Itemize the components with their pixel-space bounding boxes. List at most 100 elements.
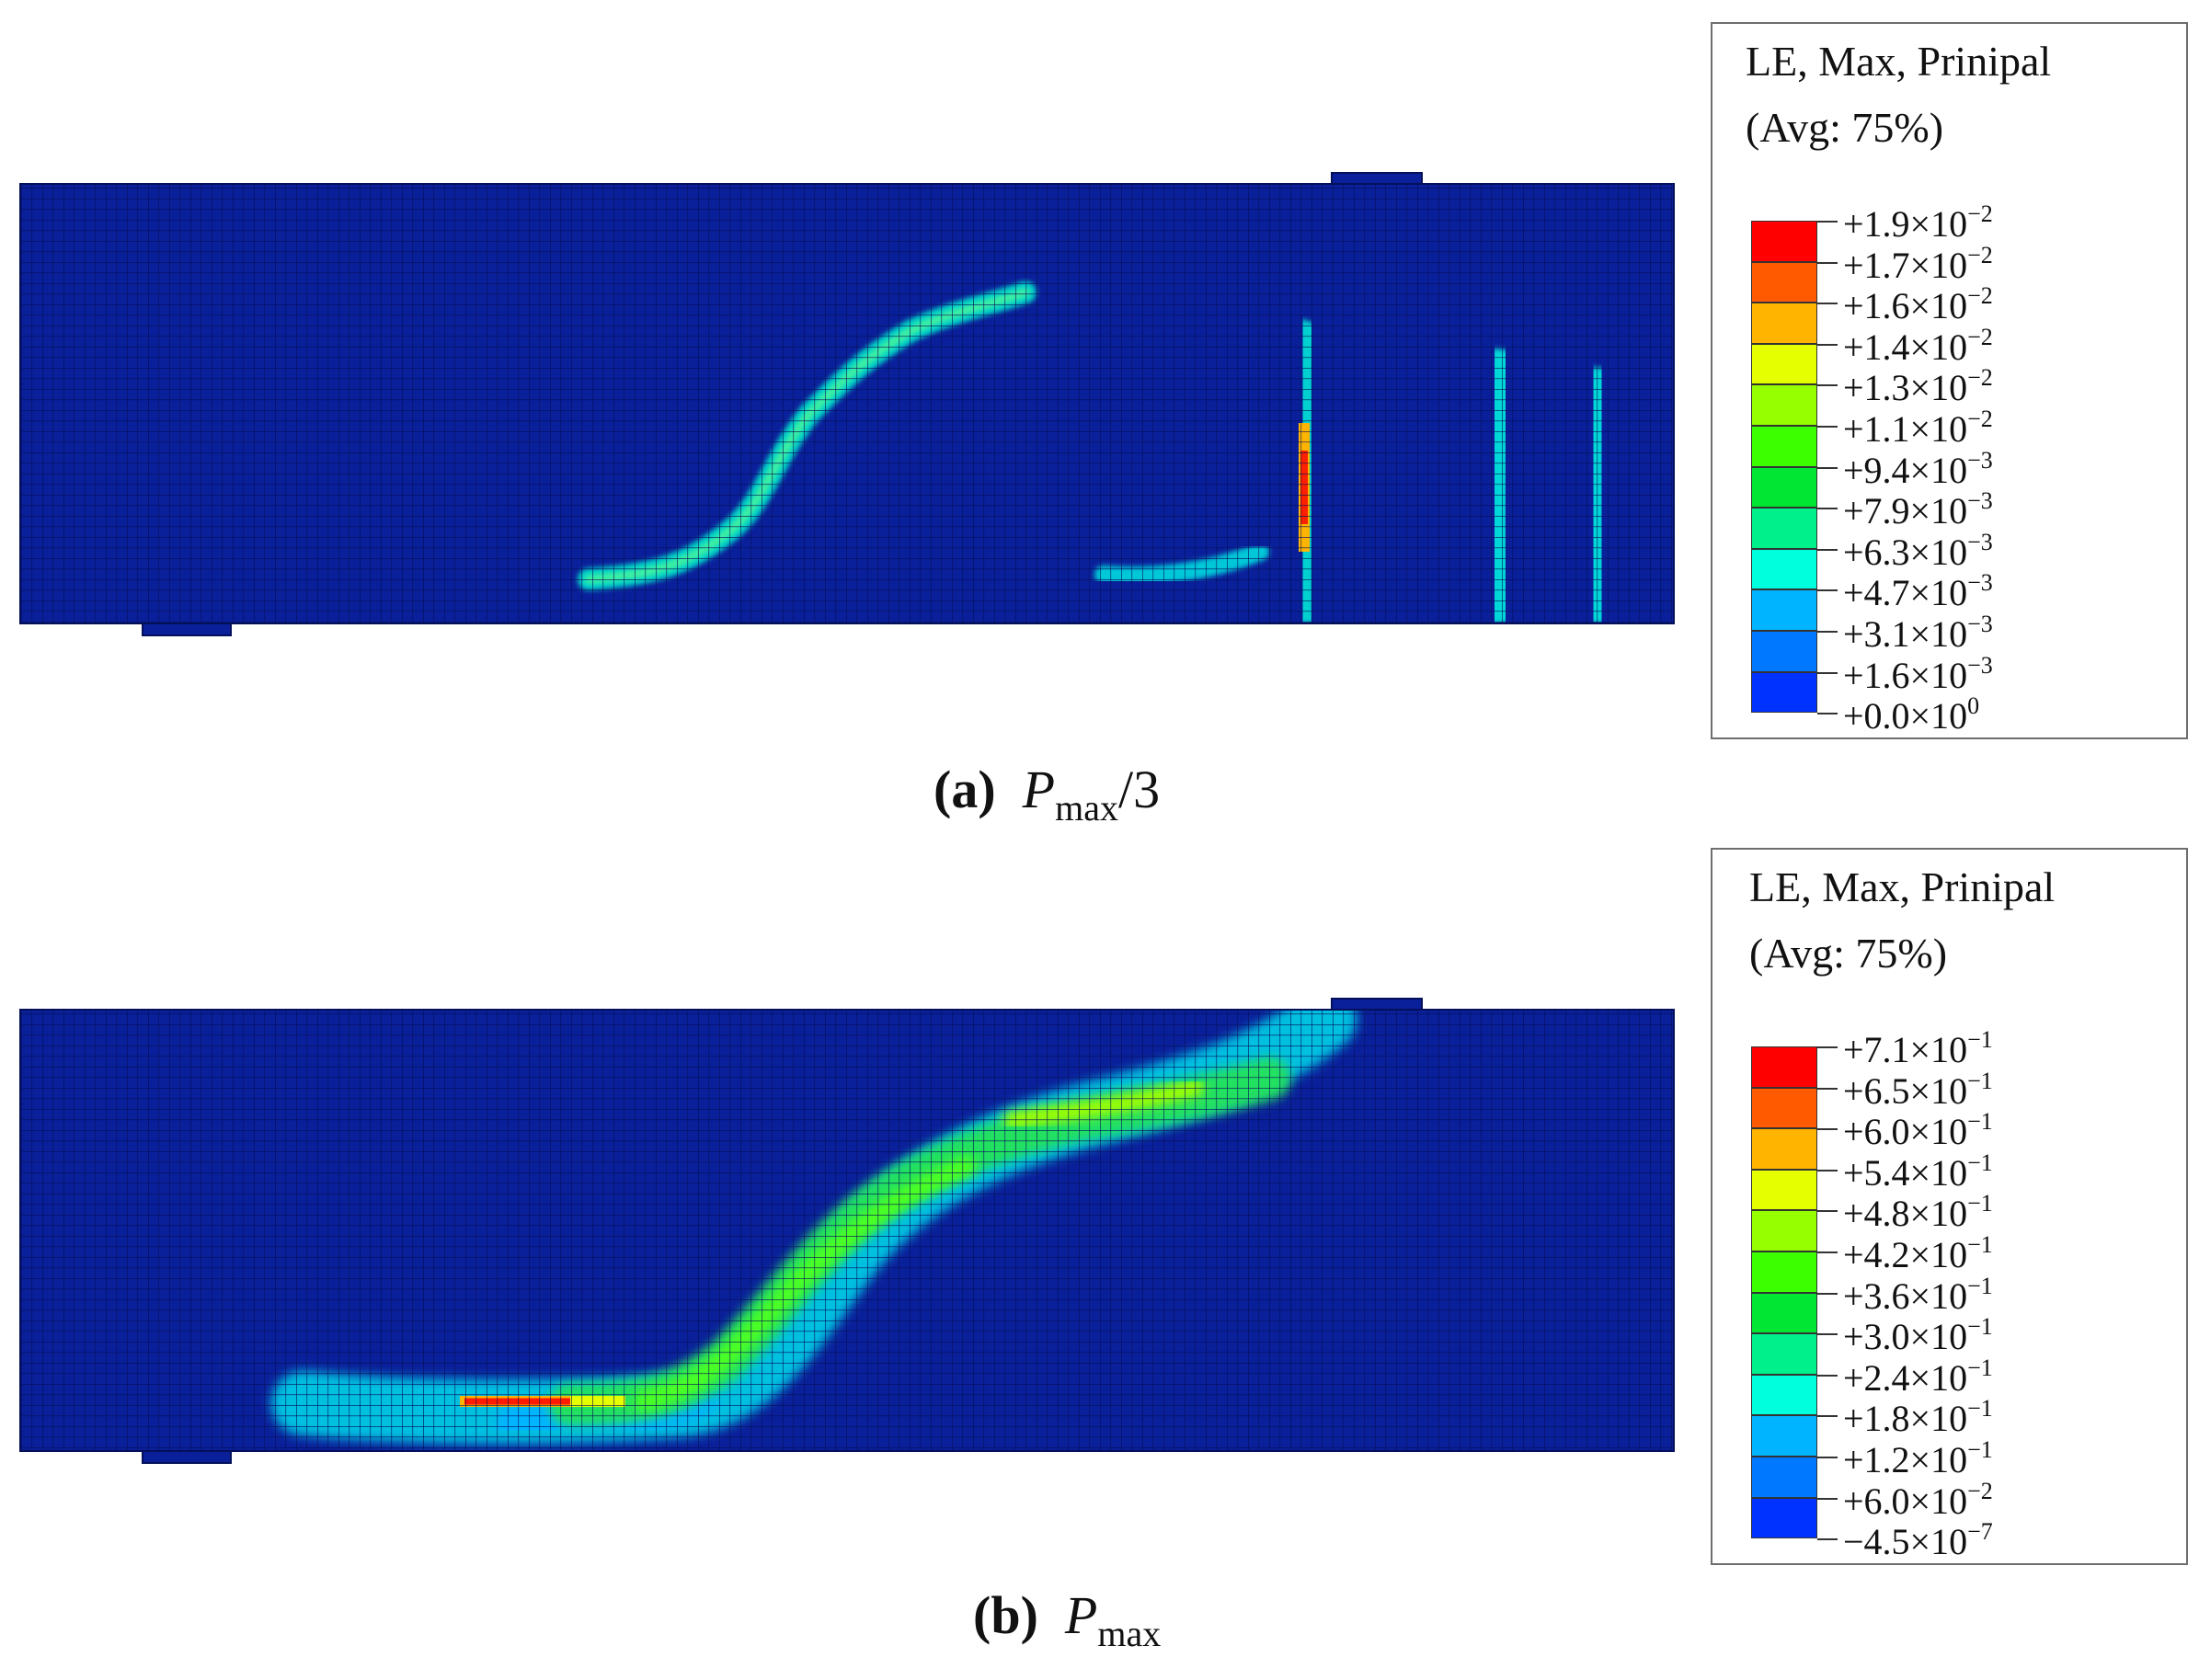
legend-tick <box>1817 1046 1838 1048</box>
legend-label-mantissa: +1.9×10 <box>1843 203 1968 245</box>
legend-label: +1.1×10−2 <box>1843 406 1993 451</box>
beam-contour-plot-b <box>19 998 1675 1464</box>
legend-label-mantissa: +0.0×10 <box>1843 695 1968 737</box>
legend-label-exponent: −1 <box>1967 1108 1993 1136</box>
legend-label: +1.7×10−2 <box>1843 242 1993 287</box>
legend-label-mantissa: +1.7×10 <box>1843 244 1968 286</box>
legend-label: +1.3×10−2 <box>1843 364 1993 409</box>
legend-color-cell <box>1751 508 1817 549</box>
legend-color-cell <box>1751 1333 1817 1375</box>
legend-label-exponent: −2 <box>1967 200 1993 227</box>
legend-label-exponent: −1 <box>1967 1436 1993 1463</box>
legend-label: −4.5×10−7 <box>1843 1518 1993 1563</box>
legend-label: +1.6×10−3 <box>1843 652 1993 697</box>
legend-label-mantissa: +1.2×10 <box>1843 1439 1968 1480</box>
legend-label: +6.5×10−1 <box>1843 1068 1993 1113</box>
legend-tick <box>1817 1210 1838 1213</box>
legend-color-cell <box>1751 1292 1817 1334</box>
legend-color-cell <box>1751 1374 1817 1416</box>
legend-label-exponent: −1 <box>1967 1190 1993 1217</box>
legend-title-line2: (Avg: 75%) <box>1746 104 1944 151</box>
caption-suffix: /3 <box>1117 760 1161 819</box>
legend-title-line2: (Avg: 75%) <box>1749 930 1948 977</box>
legend-tick <box>1817 384 1838 387</box>
legend-label-mantissa: +4.8×10 <box>1843 1193 1968 1235</box>
crack-contours-a <box>20 184 1674 623</box>
legend-label-exponent: −2 <box>1967 1477 1993 1504</box>
panel-a-caption: (a) Pmax/3 <box>933 759 1160 829</box>
legend-label-mantissa: +6.3×10 <box>1843 531 1968 573</box>
legend-label-exponent: −1 <box>1967 1149 1993 1176</box>
caption-p: P <box>1022 760 1056 819</box>
legend-label-exponent: −7 <box>1967 1518 1993 1546</box>
legend-label-mantissa: +7.9×10 <box>1843 490 1968 532</box>
legend-label-mantissa: +3.6×10 <box>1843 1274 1968 1317</box>
legend-label-mantissa: +1.1×10 <box>1843 408 1968 450</box>
legend-tick <box>1817 426 1838 428</box>
caption-sub: max <box>1097 1613 1162 1654</box>
legend-label-exponent: −1 <box>1967 1231 1993 1258</box>
panel-a-legend: LE, Max, Prinipal (Avg: 75%) +1.9×10−2 +1… <box>1711 22 2188 739</box>
legend-color-cell <box>1751 426 1817 467</box>
legend-tick <box>1817 1292 1838 1295</box>
legend-tick <box>1817 1087 1838 1090</box>
legend-tick <box>1817 671 1838 674</box>
legend-tick <box>1817 1169 1838 1171</box>
legend-label: +4.2×10−1 <box>1843 1231 1993 1276</box>
legend-tick <box>1817 631 1838 633</box>
legend-label-mantissa: +2.4×10 <box>1843 1356 1968 1399</box>
caption-letter: (b) <box>973 1585 1038 1645</box>
legend-label: +7.9×10−3 <box>1843 487 1993 532</box>
legend-label: +1.4×10−2 <box>1843 324 1993 369</box>
legend-color-cell <box>1751 1415 1817 1457</box>
legend-label-mantissa: +9.4×10 <box>1843 449 1968 491</box>
legend-label: +7.1×10−1 <box>1843 1026 1993 1071</box>
legend-label-mantissa: +4.2×10 <box>1843 1234 1968 1275</box>
legend-color-cell <box>1751 1046 1817 1088</box>
legend-color-cell <box>1751 466 1817 509</box>
legend-color-cell <box>1751 631 1817 672</box>
legend-color-cell <box>1751 1087 1817 1129</box>
legend-label: +1.2×10−1 <box>1843 1436 1993 1481</box>
legend-label: +6.0×10−2 <box>1843 1478 1993 1523</box>
legend-label: +1.9×10−2 <box>1843 200 1993 246</box>
legend-label-exponent: −3 <box>1967 611 1993 637</box>
legend-color-cell <box>1751 261 1817 303</box>
panel-b-legend: LE, Max, Prinipal (Avg: 75%) +7.1×10−1 +6… <box>1711 848 2188 1565</box>
legend-label: +1.8×10−1 <box>1843 1395 1993 1440</box>
legend-label-exponent: −3 <box>1967 446 1993 474</box>
legend-label-exponent: 0 <box>1967 692 1980 720</box>
legend-label-exponent: −2 <box>1967 282 1993 310</box>
panel-b-caption: (b) Pmax <box>973 1584 1161 1655</box>
legend-tick <box>1817 548 1838 551</box>
caption-letter: (a) <box>933 760 996 819</box>
legend-label-exponent: −2 <box>1967 323 1993 350</box>
legend-label-exponent: −1 <box>1967 1272 1993 1299</box>
legend-label: +4.8×10−1 <box>1843 1190 1993 1235</box>
legend-tick <box>1817 713 1838 715</box>
legend-label-exponent: −3 <box>1967 487 1993 515</box>
legend-label-mantissa: −4.5×10 <box>1843 1521 1968 1563</box>
legend-color-cell <box>1751 1497 1817 1539</box>
legend-color-cell <box>1751 1251 1817 1293</box>
legend-label: +4.7×10−3 <box>1843 569 1993 614</box>
legend-title-line1: LE, Max, Prinipal <box>1746 38 2052 85</box>
legend-label: +9.4×10−3 <box>1843 447 1993 492</box>
legend-label-mantissa: +1.6×10 <box>1843 654 1968 696</box>
legend-tick <box>1817 508 1838 510</box>
legend-tick <box>1817 261 1838 264</box>
legend-label: +0.0×100 <box>1843 692 1979 737</box>
legend-tick <box>1817 1457 1838 1458</box>
legend-tick <box>1817 343 1838 346</box>
legend-label: +6.0×10−1 <box>1843 1108 1993 1153</box>
legend-label: +3.1×10−3 <box>1843 611 1993 656</box>
beam-contour-plot-a <box>19 172 1675 636</box>
legend-tick <box>1817 1415 1838 1418</box>
legend-label-exponent: −3 <box>1967 528 1993 555</box>
legend-label-mantissa: +4.7×10 <box>1843 572 1968 614</box>
legend-tick <box>1817 1333 1838 1336</box>
legend-tick <box>1817 1374 1838 1377</box>
legend-label: +2.4×10−1 <box>1843 1354 1993 1400</box>
legend-tick <box>1817 1538 1838 1541</box>
